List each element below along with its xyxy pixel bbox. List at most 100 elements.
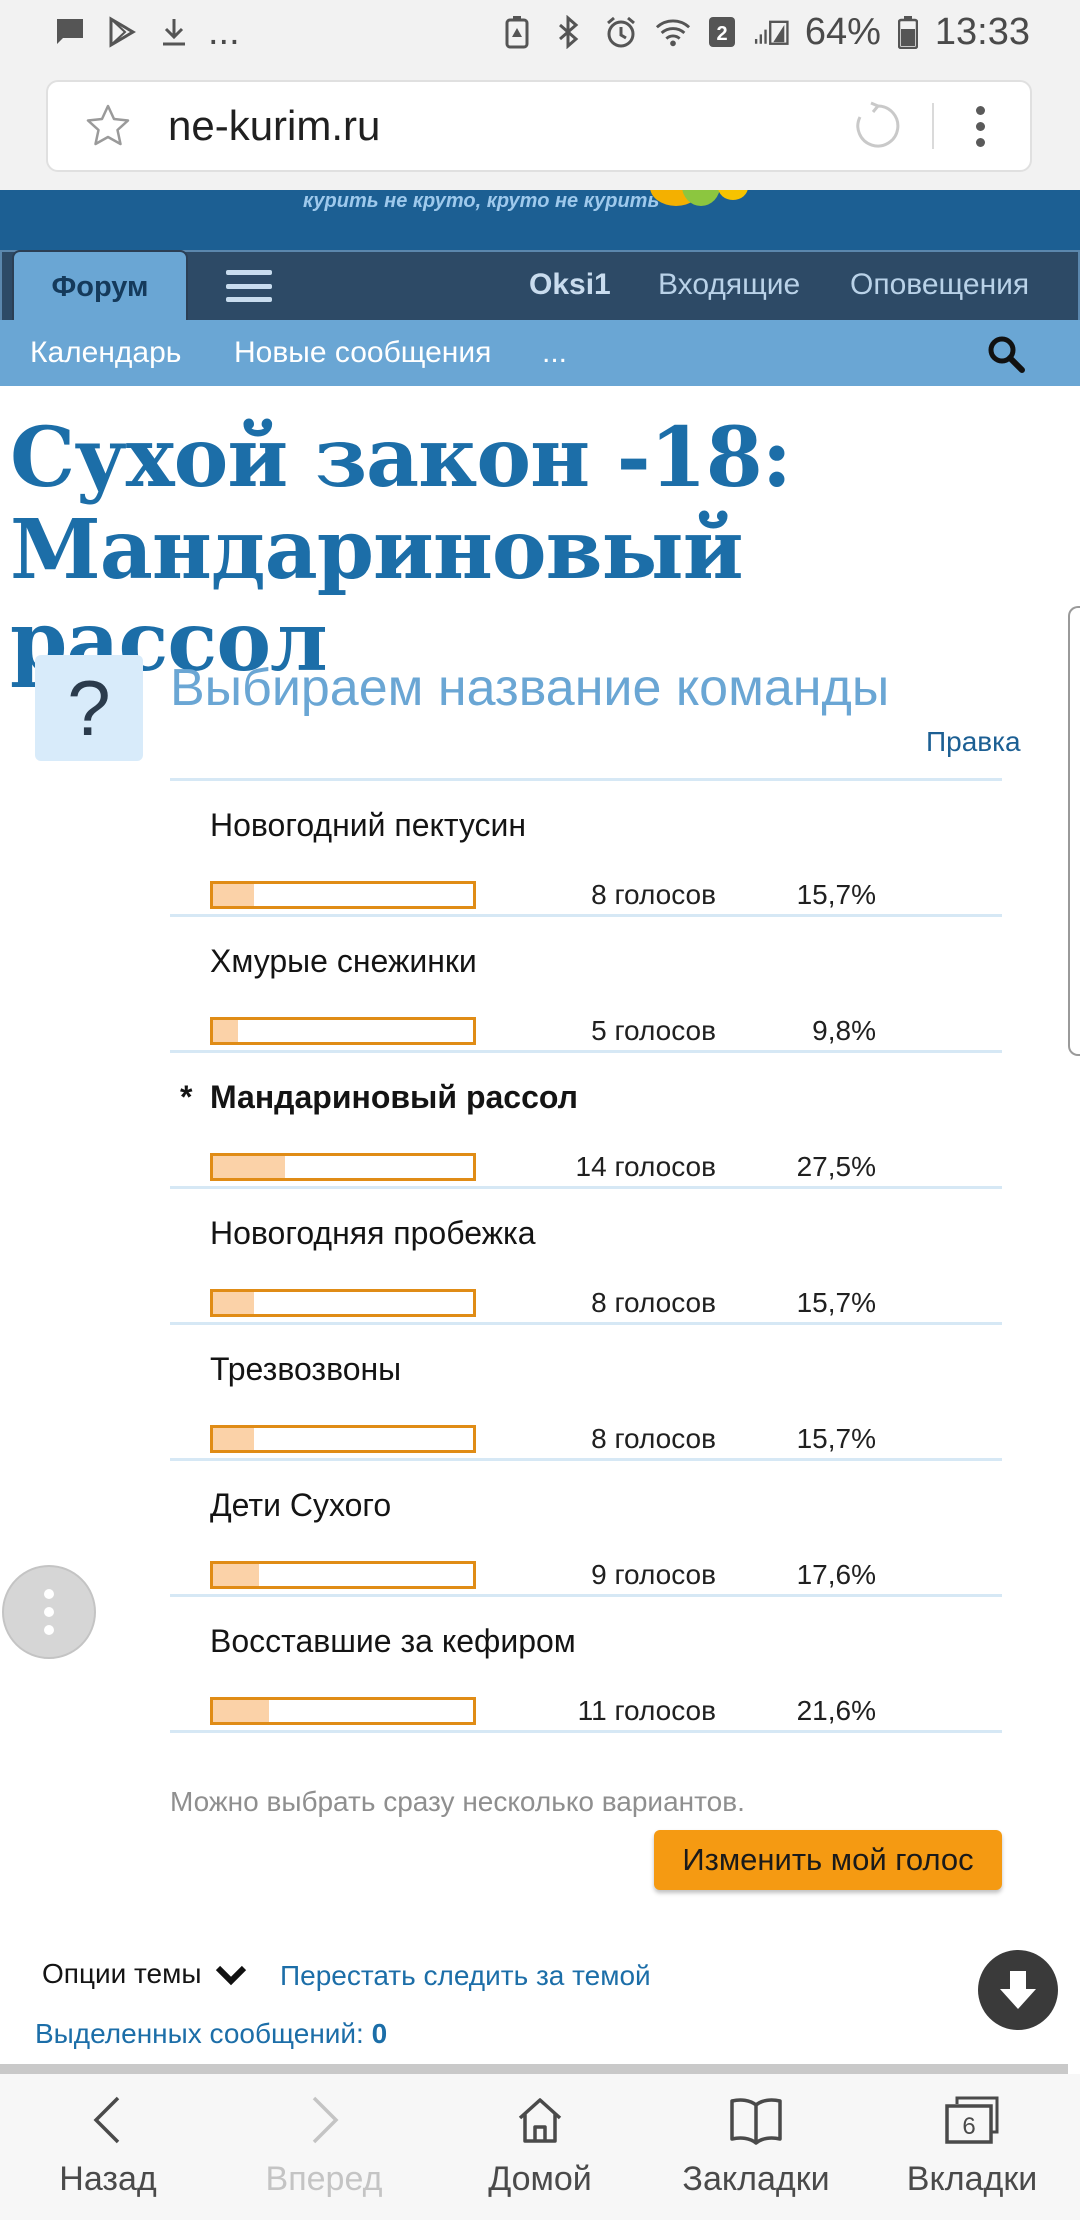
poll-option-votes: 9 голосов — [591, 1559, 716, 1590]
poll-result-bar-fill — [213, 1564, 259, 1586]
bookmarks-label: Закладки — [682, 2160, 830, 2198]
back-button[interactable]: Назад — [0, 2074, 216, 2220]
page-scrollbar[interactable] — [1068, 606, 1080, 1056]
address-bar[interactable]: ne-kurim.ru — [46, 80, 1032, 172]
play-store-icon — [104, 14, 140, 50]
site-slogan: курить не круто, круто не курить — [303, 190, 660, 212]
poll-option-votes: 5 голосов — [591, 1015, 716, 1046]
poll-option-votes: 8 голосов — [591, 879, 716, 910]
tab-forum[interactable]: Форум — [12, 250, 188, 322]
page-title-line1: Сухой закон -18: — [10, 410, 792, 506]
signal-icon — [753, 14, 789, 50]
bookmarks-book-icon — [726, 2092, 786, 2148]
sim-number: 2 — [716, 23, 727, 45]
new-posts-link[interactable]: Новые сообщения — [234, 336, 492, 369]
tabs-button[interactable]: 6 Вкладки — [864, 2074, 1080, 2220]
scroll-down-button[interactable] — [978, 1950, 1058, 2030]
tabs-icon: 6 — [942, 2092, 1002, 2148]
user-link[interactable]: Oksi1 — [529, 268, 611, 301]
floating-menu-button[interactable] — [2, 1565, 96, 1659]
forward-arrow-icon — [294, 2092, 354, 2148]
poll-option-row: Восставшие за кефиром 11 голосов 21,6% — [170, 1597, 1002, 1733]
page-title-line2: Мандариновый рассол — [10, 502, 744, 690]
status-left: ... — [52, 11, 240, 54]
poll-option-row: Дети Сухого 9 голосов 17,6% — [170, 1461, 1002, 1597]
poll-option-row: Новогодний пектусин 8 голосов 15,7% — [170, 781, 1002, 917]
hamburger-menu-icon[interactable] — [226, 270, 272, 302]
poll-option-votes: 8 голосов — [591, 1423, 716, 1454]
browser-bottom-bar: Назад Вперед Домой Закладки 6 Вкладки — [0, 2074, 1080, 2220]
poll-result-bar-fill — [213, 884, 254, 906]
bookmarks-button[interactable]: Закладки — [648, 2074, 864, 2220]
calendar-link[interactable]: Календарь — [30, 336, 182, 369]
forward-button[interactable]: Вперед — [216, 2074, 432, 2220]
selected-messages-count: 0 — [371, 2018, 388, 2049]
url-text[interactable]: ne-kurim.ru — [168, 102, 381, 149]
thread-options-label: Опции темы — [42, 1958, 202, 1989]
back-label: Назад — [59, 2160, 157, 2198]
poll-option-label: Мандариновый рассол — [210, 1079, 578, 1115]
poll-option-row: Трезвозвоны 8 голосов 15,7% — [170, 1325, 1002, 1461]
poll-hint: Можно выбрать сразу несколько вариантов. — [170, 1786, 745, 1817]
browser-menu-icon[interactable] — [960, 96, 1000, 156]
tabs-label: Вкладки — [906, 2160, 1038, 2198]
alarm-icon — [603, 14, 639, 50]
poll-option-percent: 15,7% — [796, 879, 876, 910]
battery-icon — [897, 14, 919, 50]
forward-label: Вперед — [265, 2160, 383, 2198]
poll-result-bar-fill — [213, 1428, 254, 1450]
download-icon — [156, 14, 192, 50]
home-icon — [510, 2092, 570, 2148]
poll-option-percent: 15,7% — [796, 1287, 876, 1318]
poll-result-bar — [210, 881, 476, 909]
status-right: 2 64% 13:33 — [499, 11, 1030, 54]
poll-option-votes: 11 голосов — [577, 1695, 716, 1726]
logo-leaf — [682, 190, 720, 206]
site-banner: курить не круто, круто не курить — [0, 190, 1080, 250]
poll-result-bar-fill — [213, 1700, 270, 1722]
poll-option-percent: 17,6% — [796, 1559, 876, 1590]
browser-toolbar: ne-kurim.ru — [0, 64, 1080, 190]
subnav-more-link[interactable]: ... — [542, 336, 568, 369]
back-arrow-icon — [78, 2092, 138, 2148]
status-bar: ... 2 64% 13:33 — [0, 0, 1080, 64]
poll-option-percent: 21,6% — [796, 1695, 876, 1726]
poll-result-bar — [210, 1289, 476, 1317]
poll-option-percent: 15,7% — [796, 1423, 876, 1454]
change-vote-button[interactable]: Изменить мой голос — [654, 1830, 1002, 1890]
own-vote-marker: * — [180, 1079, 193, 1115]
poll-result-bar — [210, 1017, 476, 1045]
poll-result-bar-fill — [213, 1156, 285, 1178]
bookmark-star-icon[interactable] — [82, 100, 134, 152]
poll-result-bar — [210, 1153, 476, 1181]
poll-option-label: Новогодняя пробежка — [210, 1215, 536, 1251]
poll-edit-link[interactable]: Правка — [926, 726, 1021, 757]
poll-results: Новогодний пектусин 8 голосов 15,7% Хмурые … — [170, 778, 1002, 1733]
selected-messages[interactable]: Выделенных сообщений: 0 — [35, 2018, 387, 2050]
home-button[interactable]: Домой — [432, 2074, 648, 2220]
alerts-link[interactable]: Оповещения — [850, 268, 1030, 301]
reload-icon[interactable] — [850, 98, 906, 154]
sub-navbar: Календарь Новые сообщения ... — [0, 320, 1080, 386]
address-separator — [932, 103, 934, 149]
poll-option-votes: 14 голосов — [575, 1151, 716, 1182]
page-title: Сухой закон -18: Мандариновый рассол — [10, 412, 1070, 688]
inbox-link[interactable]: Входящие — [658, 268, 801, 301]
site-navbar: Форум Oksi1 Входящие Оповещения — [0, 250, 1080, 322]
poll-result-bar-fill — [213, 1020, 239, 1042]
status-more: ... — [208, 10, 240, 53]
tabs-count: 6 — [962, 2113, 975, 2140]
poll-option-label: Хмурые снежинки — [210, 943, 477, 979]
logo-leaf — [718, 190, 748, 200]
poll-title: Выбираем название команды — [170, 659, 890, 717]
poll-result-bar — [210, 1697, 476, 1725]
page-bottom-edge — [0, 2064, 1068, 2074]
unwatch-thread-link[interactable]: Перестать следить за темой — [280, 1960, 651, 1991]
poll-option-percent: 9,8% — [812, 1015, 876, 1046]
wifi-icon — [655, 14, 691, 50]
poll-option-row: * Мандариновый рассол 14 голосов 27,5% — [170, 1053, 1002, 1189]
search-icon[interactable] — [986, 334, 1026, 374]
thread-options-toggle[interactable]: Опции темы — [42, 1958, 248, 1990]
arrow-down-icon — [1000, 1971, 1036, 2009]
battery-saver-icon — [499, 14, 535, 50]
